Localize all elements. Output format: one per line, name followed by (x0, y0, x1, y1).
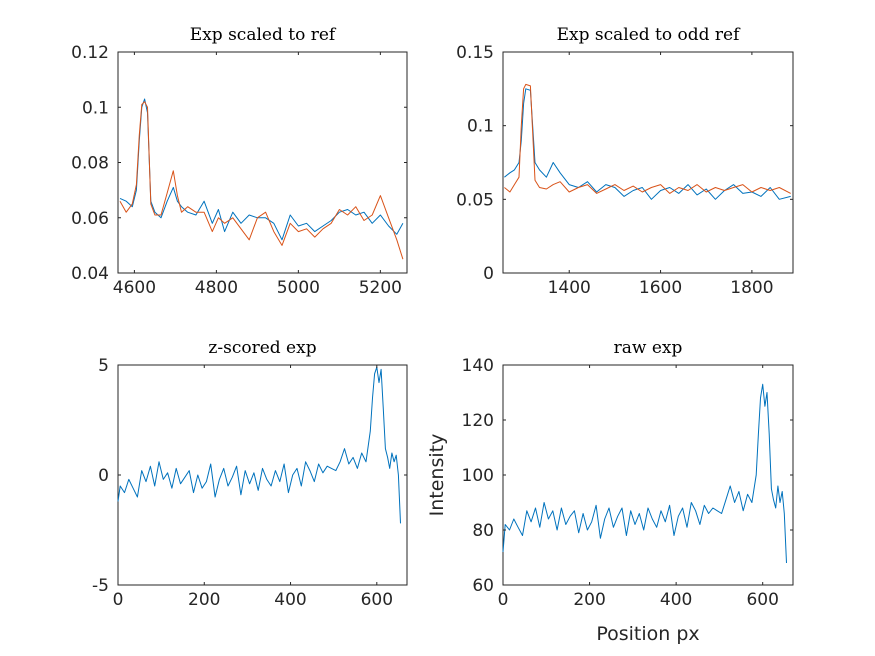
subplot-exp-scaled-to-ref: 4600 4800 5000 5200 0.04 0.06 0.08 0.1 0.12 Exp s… (71, 25, 408, 298)
y-tick-label: 140 (462, 356, 494, 376)
chart-title: Exp scaled to odd ref (557, 25, 742, 45)
y-tick-label: 80 (472, 521, 494, 541)
y-tick-label: 0.06 (71, 209, 109, 229)
y-tick-label: 100 (462, 466, 494, 486)
y-tick-label: 0.1 (82, 98, 109, 118)
y-tick-label: 0.1 (467, 117, 494, 137)
y-tick-label: -5 (92, 576, 109, 596)
y-tick-label: 120 (462, 411, 494, 431)
axes-box (502, 51, 794, 274)
x-tick-label: 200 (188, 590, 220, 610)
subplot-raw-exp: 0 200 400 600 60 80 100 120 140 raw exp Position p… (426, 338, 794, 645)
axes-box (117, 51, 408, 274)
x-tick-label: 400 (274, 590, 306, 610)
y-tick-label: 0.08 (71, 154, 109, 174)
y-tick-label: 0.04 (71, 264, 109, 284)
x-tick-label: 5000 (277, 278, 320, 298)
series-line-2 (119, 101, 404, 260)
chart-title: Exp scaled to ref (190, 25, 337, 45)
series-line-1 (117, 366, 401, 524)
x-tick-label: 0 (498, 590, 509, 610)
x-axis-label: Position px (596, 623, 699, 645)
x-tick-label: 4600 (113, 278, 156, 298)
subplot-exp-scaled-to-odd-ref: 1400 1600 1800 0 0.05 0.1 0.15 Exp scaled to od… (456, 25, 794, 298)
series-line-1 (502, 383, 787, 564)
axes-box (117, 364, 408, 586)
chart-title: raw exp (614, 338, 683, 358)
x-tick-label: 5200 (359, 278, 402, 298)
x-tick-label: 1400 (548, 278, 591, 298)
x-tick-label: 200 (573, 590, 605, 610)
y-tick-label: 0 (98, 466, 109, 486)
y-tick-label: 0.15 (456, 43, 494, 63)
x-tick-label: 1600 (639, 278, 682, 298)
y-tick-label: 0 (483, 264, 494, 284)
y-axis-label: Intensity (426, 434, 448, 517)
series-line-2 (504, 83, 791, 194)
y-tick-label: 60 (472, 576, 494, 596)
series-line-1 (504, 88, 791, 200)
y-tick-label: 0.05 (456, 190, 494, 210)
y-tick-label: 0.12 (71, 43, 109, 63)
x-tick-label: 1800 (730, 278, 773, 298)
x-tick-label: 0 (113, 590, 124, 610)
x-tick-label: 600 (361, 590, 393, 610)
x-tick-label: 400 (660, 590, 692, 610)
axes-box (502, 364, 794, 586)
y-tick-label: 5 (98, 356, 109, 376)
x-tick-label: 4800 (195, 278, 238, 298)
x-tick-label: 600 (746, 590, 778, 610)
chart-title: z-scored exp (208, 338, 316, 358)
